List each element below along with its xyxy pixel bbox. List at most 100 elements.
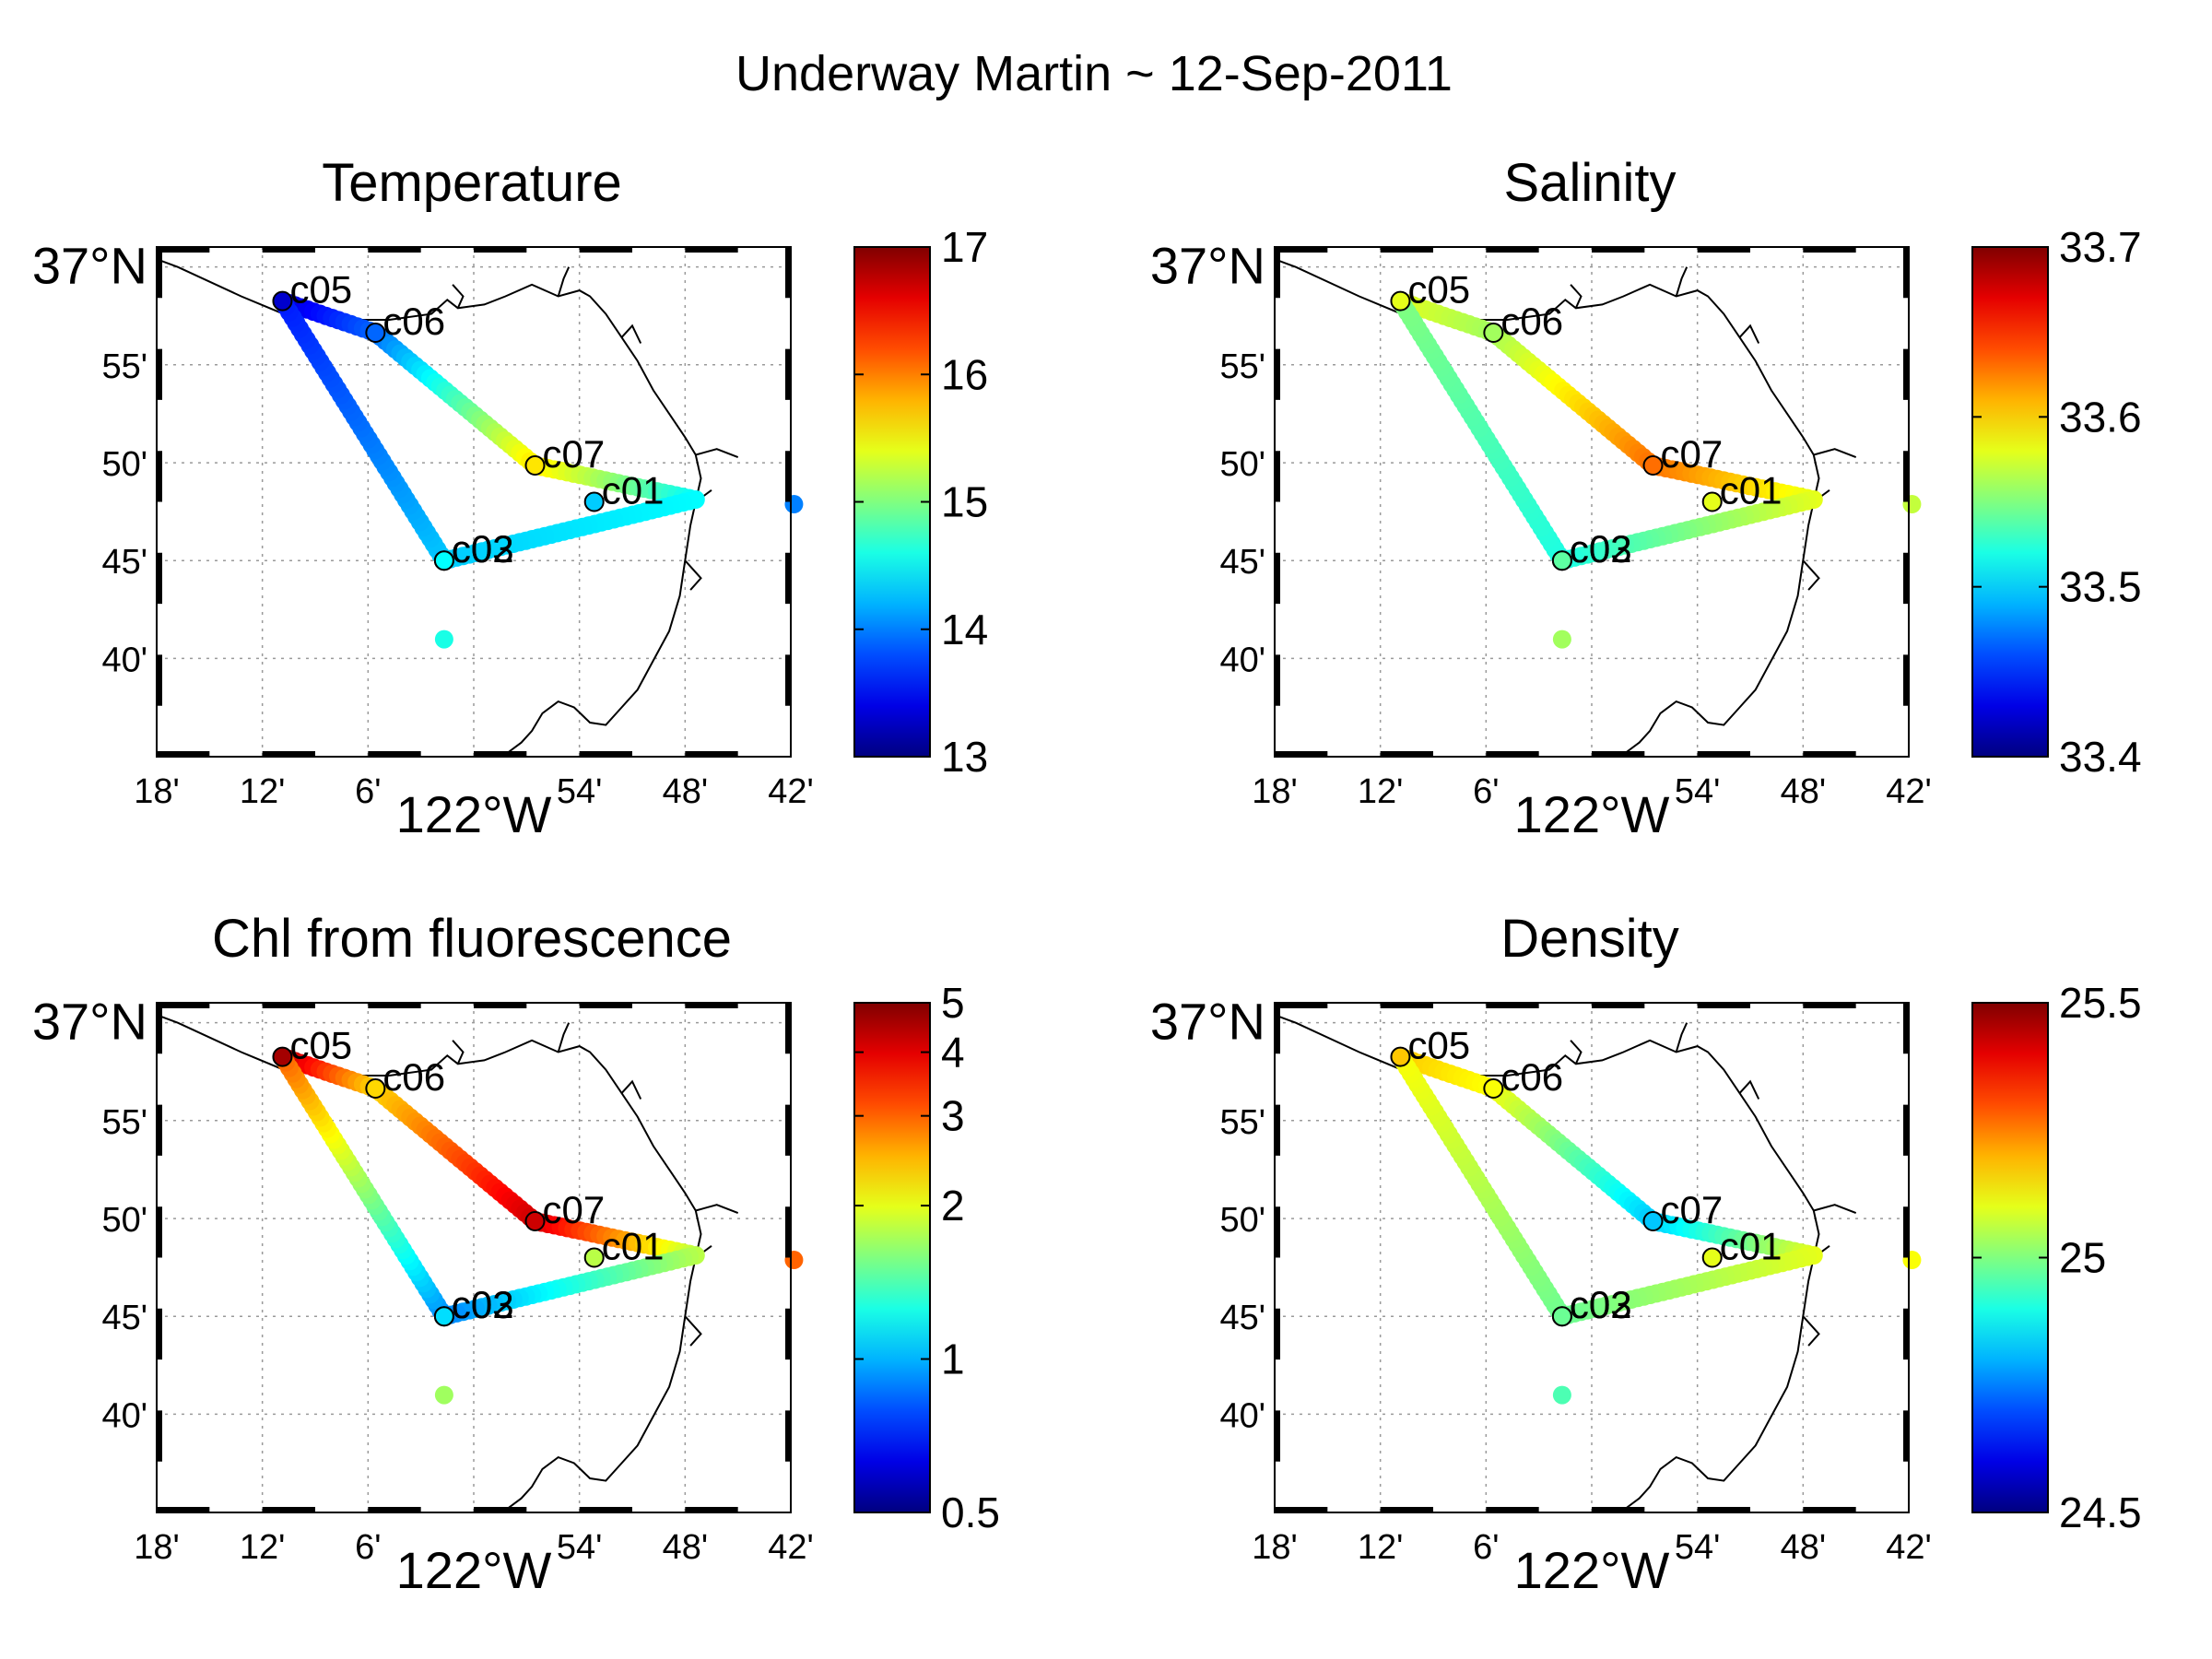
map-frame-band [157,247,791,757]
colorbar-tick-label: 33.7 [2059,223,2142,271]
station-label: c05 [1407,268,1470,312]
offshore-point [1552,629,1571,649]
station-marker [433,550,454,571]
colorbar-tick-label: 4 [941,1029,965,1077]
colorbar-tick-label: 0.5 [941,1488,1000,1536]
station-label: c02 [452,1283,514,1326]
station-marker [365,1078,386,1100]
station-label: c06 [1500,300,1563,343]
colorbar-tick-label: 16 [941,350,988,398]
station-marker [433,1306,454,1327]
station-label: c06 [382,300,445,343]
y-tick-label: 55' [101,347,147,386]
x-tick-label: 12' [240,772,286,811]
coastline-inlet [620,1079,642,1100]
coastline-inlet [452,284,465,309]
x-tick-label: 42' [1886,772,1932,811]
offshore-point [434,629,453,649]
y-tick-label: 50' [101,445,147,484]
x-tick-label: 42' [768,1528,814,1567]
coastline-inlet [1738,1079,1760,1100]
colorbar-gradient [853,1002,931,1513]
station-marker [1642,1211,1664,1231]
map-frame-band [1275,247,1909,757]
coastline-inlet [1802,1315,1820,1347]
coastline-inlet [695,448,739,459]
colorbar: 13 14 15 16 17 [853,223,988,781]
coastline-inlet [1813,1204,1857,1215]
station-marker [583,1247,605,1268]
x-tick-label: 122°W [396,1541,552,1599]
station-label: c01 [1720,469,1783,512]
y-tick-label: 45' [1219,543,1265,582]
station-label: c06 [382,1055,445,1099]
colorbar-tick-label: 25 [2059,1234,2106,1282]
colorbar-tick-label: 1 [941,1335,965,1383]
x-tick-label: 42' [1886,1528,1932,1567]
colorbar: 0.5 1 2 3 45 [853,979,1000,1536]
station-label: c02 [1570,1283,1632,1326]
x-tick-label: 6' [355,1528,381,1567]
colorbar-gradient [1971,246,2049,758]
station-label: c03 [452,527,514,571]
x-tick-label: 6' [355,772,381,811]
x-tick-label: 54' [557,1528,603,1567]
coastline-inlet [1802,559,1820,591]
y-tick-label: 45' [1219,1299,1265,1337]
map-frame-band [157,1003,791,1512]
x-tick-label: 12' [1358,1528,1404,1567]
colorbar-tick-label: 14 [941,606,988,653]
y-tick-label: 45' [101,543,147,582]
y-tick-label: 40' [101,641,147,679]
station-marker [1390,1046,1411,1067]
panel-title: Temperature [322,153,622,213]
x-tick-label: 122°W [1514,1541,1670,1599]
station-marker [524,455,546,476]
station-marker [1701,1247,1723,1268]
station-label: c05 [1407,1024,1470,1067]
coastline-inlet [1570,284,1583,309]
map-frame-band [1275,1003,1909,1512]
x-tick-label: 18' [1252,772,1298,811]
y-tick-label: 37°N [1150,993,1265,1051]
offshore-point [1552,1385,1571,1405]
x-tick-label: 18' [134,772,180,811]
x-tick-label: 6' [1473,1528,1499,1567]
y-tick-label: 37°N [1150,237,1265,295]
panel-title: Density [1500,909,1678,969]
station-label: c07 [543,432,606,476]
offshore-point [434,1385,453,1405]
colorbar-tick-label: 33.4 [2059,733,2142,781]
y-tick-label: 50' [1219,445,1265,484]
gridlines [157,247,791,757]
coastline-inlet [452,1040,465,1065]
y-tick-label: 55' [1219,347,1265,386]
panel-title: Salinity [1504,153,1677,213]
colorbar: 24.5 25 25.5 [1971,979,2142,1536]
x-tick-label: 54' [557,772,603,811]
y-tick-label: 40' [1219,641,1265,679]
station-marker [272,1046,293,1067]
station-marker [1701,491,1723,512]
station-label: c02 [452,527,514,571]
y-tick-label: 55' [101,1103,147,1142]
track [273,291,705,571]
coastline-inlet [1813,448,1857,459]
x-tick-label: 48' [1781,1528,1827,1567]
station-marker [524,1211,546,1231]
coastline-inlet [684,1315,702,1347]
x-tick-label: 48' [663,1528,709,1567]
x-tick-label: 122°W [1514,785,1670,843]
station-label: c03 [452,1283,514,1326]
y-tick-label: 40' [1219,1396,1265,1435]
colorbar-tick-label: 15 [941,478,988,526]
coastline-inlet [684,559,702,591]
station-marker [1483,323,1504,344]
colorbar-tick-label: 33.5 [2059,563,2142,611]
gridlines [1275,1003,1909,1512]
